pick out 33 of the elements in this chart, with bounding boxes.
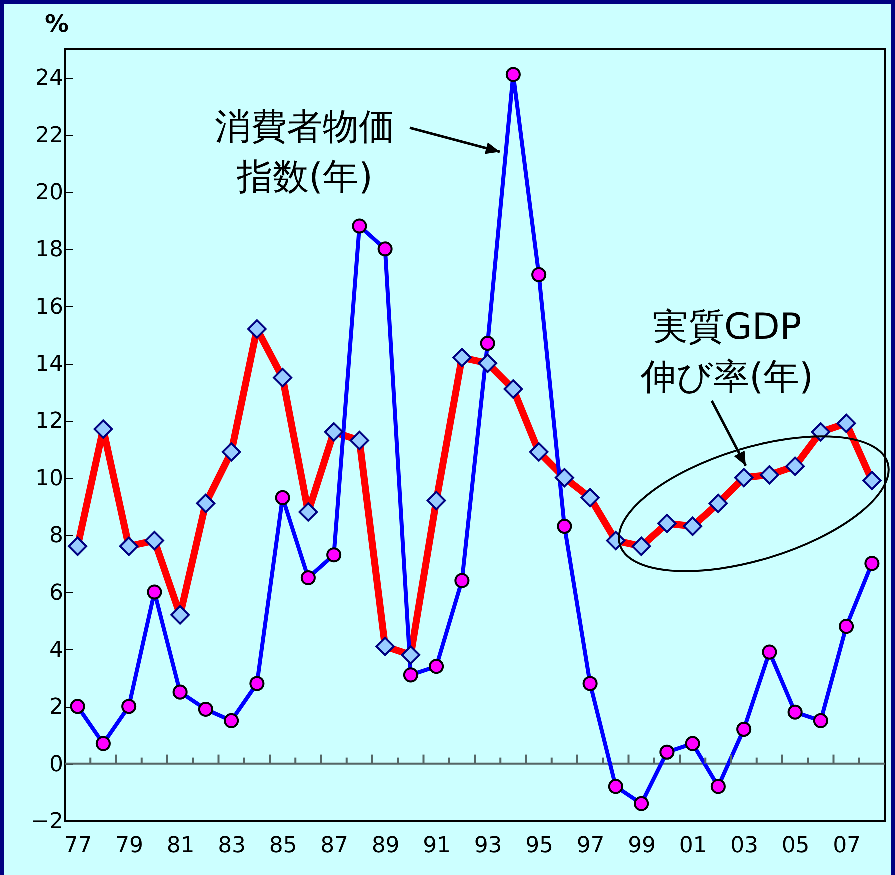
y-tick-label: 22 — [36, 123, 64, 148]
y-tick-label: −2 — [31, 810, 64, 834]
x-tick-label: 99 — [628, 834, 656, 858]
x-tick-label: 85 — [269, 834, 298, 858]
y-tick-label: 18 — [36, 238, 64, 263]
x-tick-label: 95 — [526, 834, 554, 858]
x-tick-label: 87 — [320, 834, 349, 858]
y-axis-title: % — [44, 10, 70, 38]
legend-label: 消費者物価指数(年) — [215, 107, 395, 198]
y-tick-label: 20 — [36, 180, 64, 206]
x-tick-label: 77 — [64, 834, 92, 858]
x-tick-label: 79 — [116, 834, 144, 858]
y-tick-label: 12 — [36, 409, 64, 434]
x-tick-label: 01 — [679, 834, 708, 858]
x-tick-label: 93 — [474, 834, 502, 858]
x-tick-label: 89 — [372, 834, 400, 858]
y-tick-label: 24 — [36, 66, 64, 92]
x-tick-label: 03 — [730, 834, 759, 858]
y-tick-label: 16 — [36, 294, 64, 320]
y-tick-label: 0 — [50, 752, 64, 778]
x-tick-label: 91 — [423, 834, 452, 858]
y-tick-label: 10 — [36, 466, 64, 492]
x-tick-label: 07 — [833, 834, 862, 858]
x-tick-label: 81 — [166, 834, 195, 858]
series-label: 実質GDP伸び率(年) — [639, 307, 814, 398]
y-tick-label: 14 — [36, 352, 64, 378]
y-tick-label: 8 — [50, 524, 64, 549]
y-tick-label: 6 — [50, 580, 64, 606]
x-tick-label: 83 — [218, 834, 246, 858]
y-tick-label: 4 — [50, 638, 64, 663]
y-tick-label: 2 — [50, 695, 64, 720]
x-tick-label: 05 — [782, 834, 810, 858]
x-tick-label: 97 — [576, 834, 605, 858]
